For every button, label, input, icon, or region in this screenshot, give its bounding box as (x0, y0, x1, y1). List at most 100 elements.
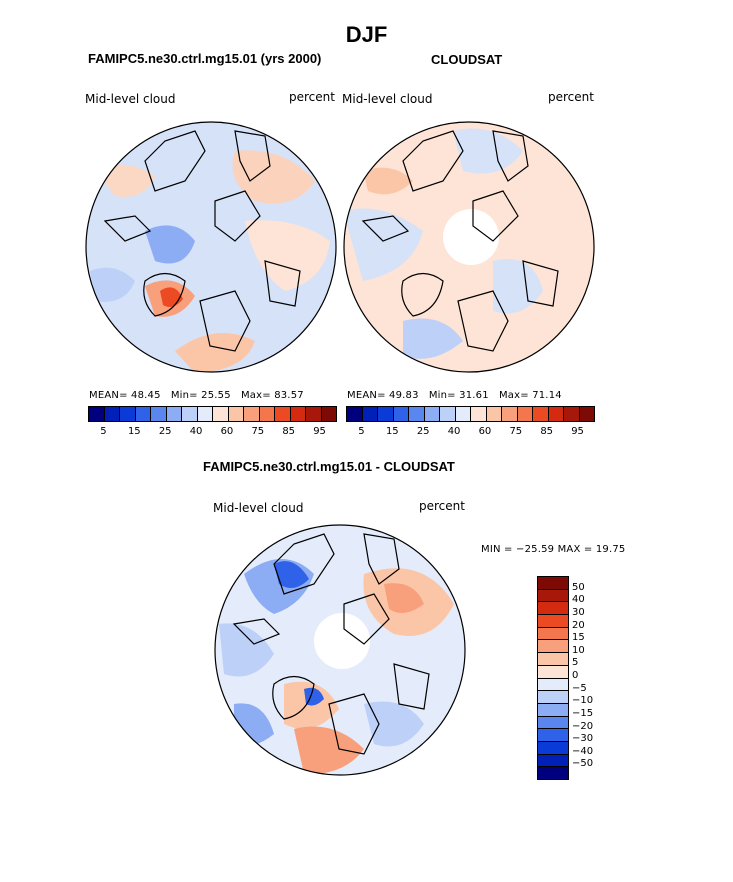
colorbar-swatch (538, 767, 568, 779)
warm-anomaly (363, 167, 413, 195)
colorbar-swatch (290, 407, 306, 421)
colorbar-swatch (538, 627, 568, 641)
colorbar-tick-label: 5 (572, 657, 579, 669)
colorbar-swatch (502, 407, 518, 421)
colorbar-tick-label: 75 (251, 426, 265, 437)
model-max-value: 83.57 (274, 390, 304, 401)
coastline (402, 130, 464, 192)
obs-max-label: Max= (498, 390, 529, 401)
colorbar-swatch (455, 407, 471, 421)
colorbar-swatch (517, 407, 533, 421)
colorbar-swatch (89, 407, 105, 421)
colorbar-tick-label: 25 (416, 426, 430, 437)
model-mean-value: 48.45 (131, 390, 161, 401)
colorbar-swatch (321, 407, 336, 421)
colorbar-tick-label: −15 (572, 707, 594, 719)
coastline (214, 190, 261, 242)
warm-anomaly (232, 150, 315, 204)
diff-units-label: percent (419, 499, 465, 513)
cool-anomaly (403, 318, 463, 359)
colorbar-swatch (533, 407, 549, 421)
obs-mean-value: 49.83 (389, 390, 419, 401)
obs-mean-label: MEAN= (347, 390, 386, 401)
model-max-label: Max= (240, 390, 271, 401)
colorbar-swatch (151, 407, 167, 421)
colorbar-swatch (538, 602, 568, 616)
coastline (401, 272, 444, 317)
colorbar-tick-label: 85 (540, 426, 554, 437)
polar-data-gap (314, 613, 370, 669)
colorbar-tick-label: 75 (509, 426, 523, 437)
coastline (393, 663, 430, 710)
colorbar-swatch (564, 407, 580, 421)
coastline (143, 272, 186, 317)
colorbar-tick-label: 5 (100, 426, 107, 437)
colorbar-tick-label: 95 (313, 426, 326, 437)
colorbar-swatch (471, 407, 487, 421)
model-panel-title: FAMIPC5.ne30.ctrl.mg15.01 (yrs 2000) (88, 51, 322, 66)
model-colorbar (88, 406, 337, 422)
cool-anomaly (493, 259, 543, 314)
colorbar-swatch (213, 407, 229, 421)
colorbar-tick-label: 15 (385, 426, 399, 437)
colorbar-swatch (486, 407, 502, 421)
colorbar-swatch (424, 407, 440, 421)
cool-anomaly (145, 225, 195, 264)
colorbar-tick-label: −5 (572, 682, 587, 694)
coastline (273, 533, 335, 595)
colorbar-swatch (538, 741, 568, 755)
polar-data-gap (443, 209, 499, 265)
colorbar-swatch (120, 407, 136, 421)
model-units-label: percent (289, 90, 335, 104)
colorbar-tick-label: 40 (572, 594, 585, 606)
colorbar-tick-label: 50 (572, 581, 585, 593)
colorbar-swatch (409, 407, 425, 421)
warm-anomaly (384, 583, 424, 613)
colorbar-swatch (440, 407, 456, 421)
colorbar-swatch (182, 407, 198, 421)
colorbar-swatch (197, 407, 213, 421)
colorbar-tick-label: −30 (572, 733, 594, 745)
colorbar-tick-label: 25 (158, 426, 172, 437)
diff-polar-map (214, 524, 466, 776)
coastline (264, 260, 301, 307)
coastline (272, 675, 315, 720)
obs-panel-title: CLOUDSAT (431, 52, 503, 67)
colorbar-swatch (538, 615, 568, 628)
colorbar-tick-label: 10 (572, 644, 585, 656)
colorbar-tick-label: −50 (572, 758, 594, 770)
colorbar-swatch (362, 407, 378, 421)
colorbar-tick-label: 85 (282, 426, 296, 437)
coastline (232, 618, 281, 645)
colorbar-swatch (538, 703, 568, 717)
coastline (492, 130, 529, 182)
colorbar-swatch (259, 407, 275, 421)
colorbar-swatch (538, 589, 568, 603)
colorbar-tick-label: 40 (447, 426, 461, 437)
coastline (363, 533, 400, 585)
model-stats: MEAN= 48.45 Min= 25.55 Max= 83.57 (89, 390, 304, 401)
colorbar-swatch (378, 407, 394, 421)
colorbar-swatch (538, 577, 568, 590)
cool-anomaly (274, 561, 309, 588)
coastline (144, 130, 206, 192)
obs-units-label: percent (548, 90, 594, 104)
colorbar-tick-label: −20 (572, 720, 594, 732)
colorbar-swatch (306, 407, 322, 421)
colorbar-tick-label: 15 (572, 632, 585, 644)
colorbar-tick-label: 20 (572, 619, 585, 631)
colorbar-tick-label: −40 (572, 745, 594, 757)
cool-anomaly (219, 623, 274, 677)
colorbar-swatch (579, 407, 594, 421)
obs-polar-map (343, 121, 595, 373)
colorbar-swatch (244, 407, 260, 421)
colorbar-tick-label: 95 (571, 426, 584, 437)
obs-stats: MEAN= 49.83 Min= 31.61 Max= 71.14 (347, 390, 562, 401)
colorbar-swatch (538, 729, 568, 742)
coastline (199, 290, 251, 352)
diff-variable-label: Mid-level cloud (213, 501, 304, 515)
figure-title: DJF (345, 22, 388, 47)
model-min-label: Min= (170, 390, 198, 401)
colorbar-swatch (538, 754, 568, 768)
colorbar-tick-label: −10 (572, 695, 594, 707)
